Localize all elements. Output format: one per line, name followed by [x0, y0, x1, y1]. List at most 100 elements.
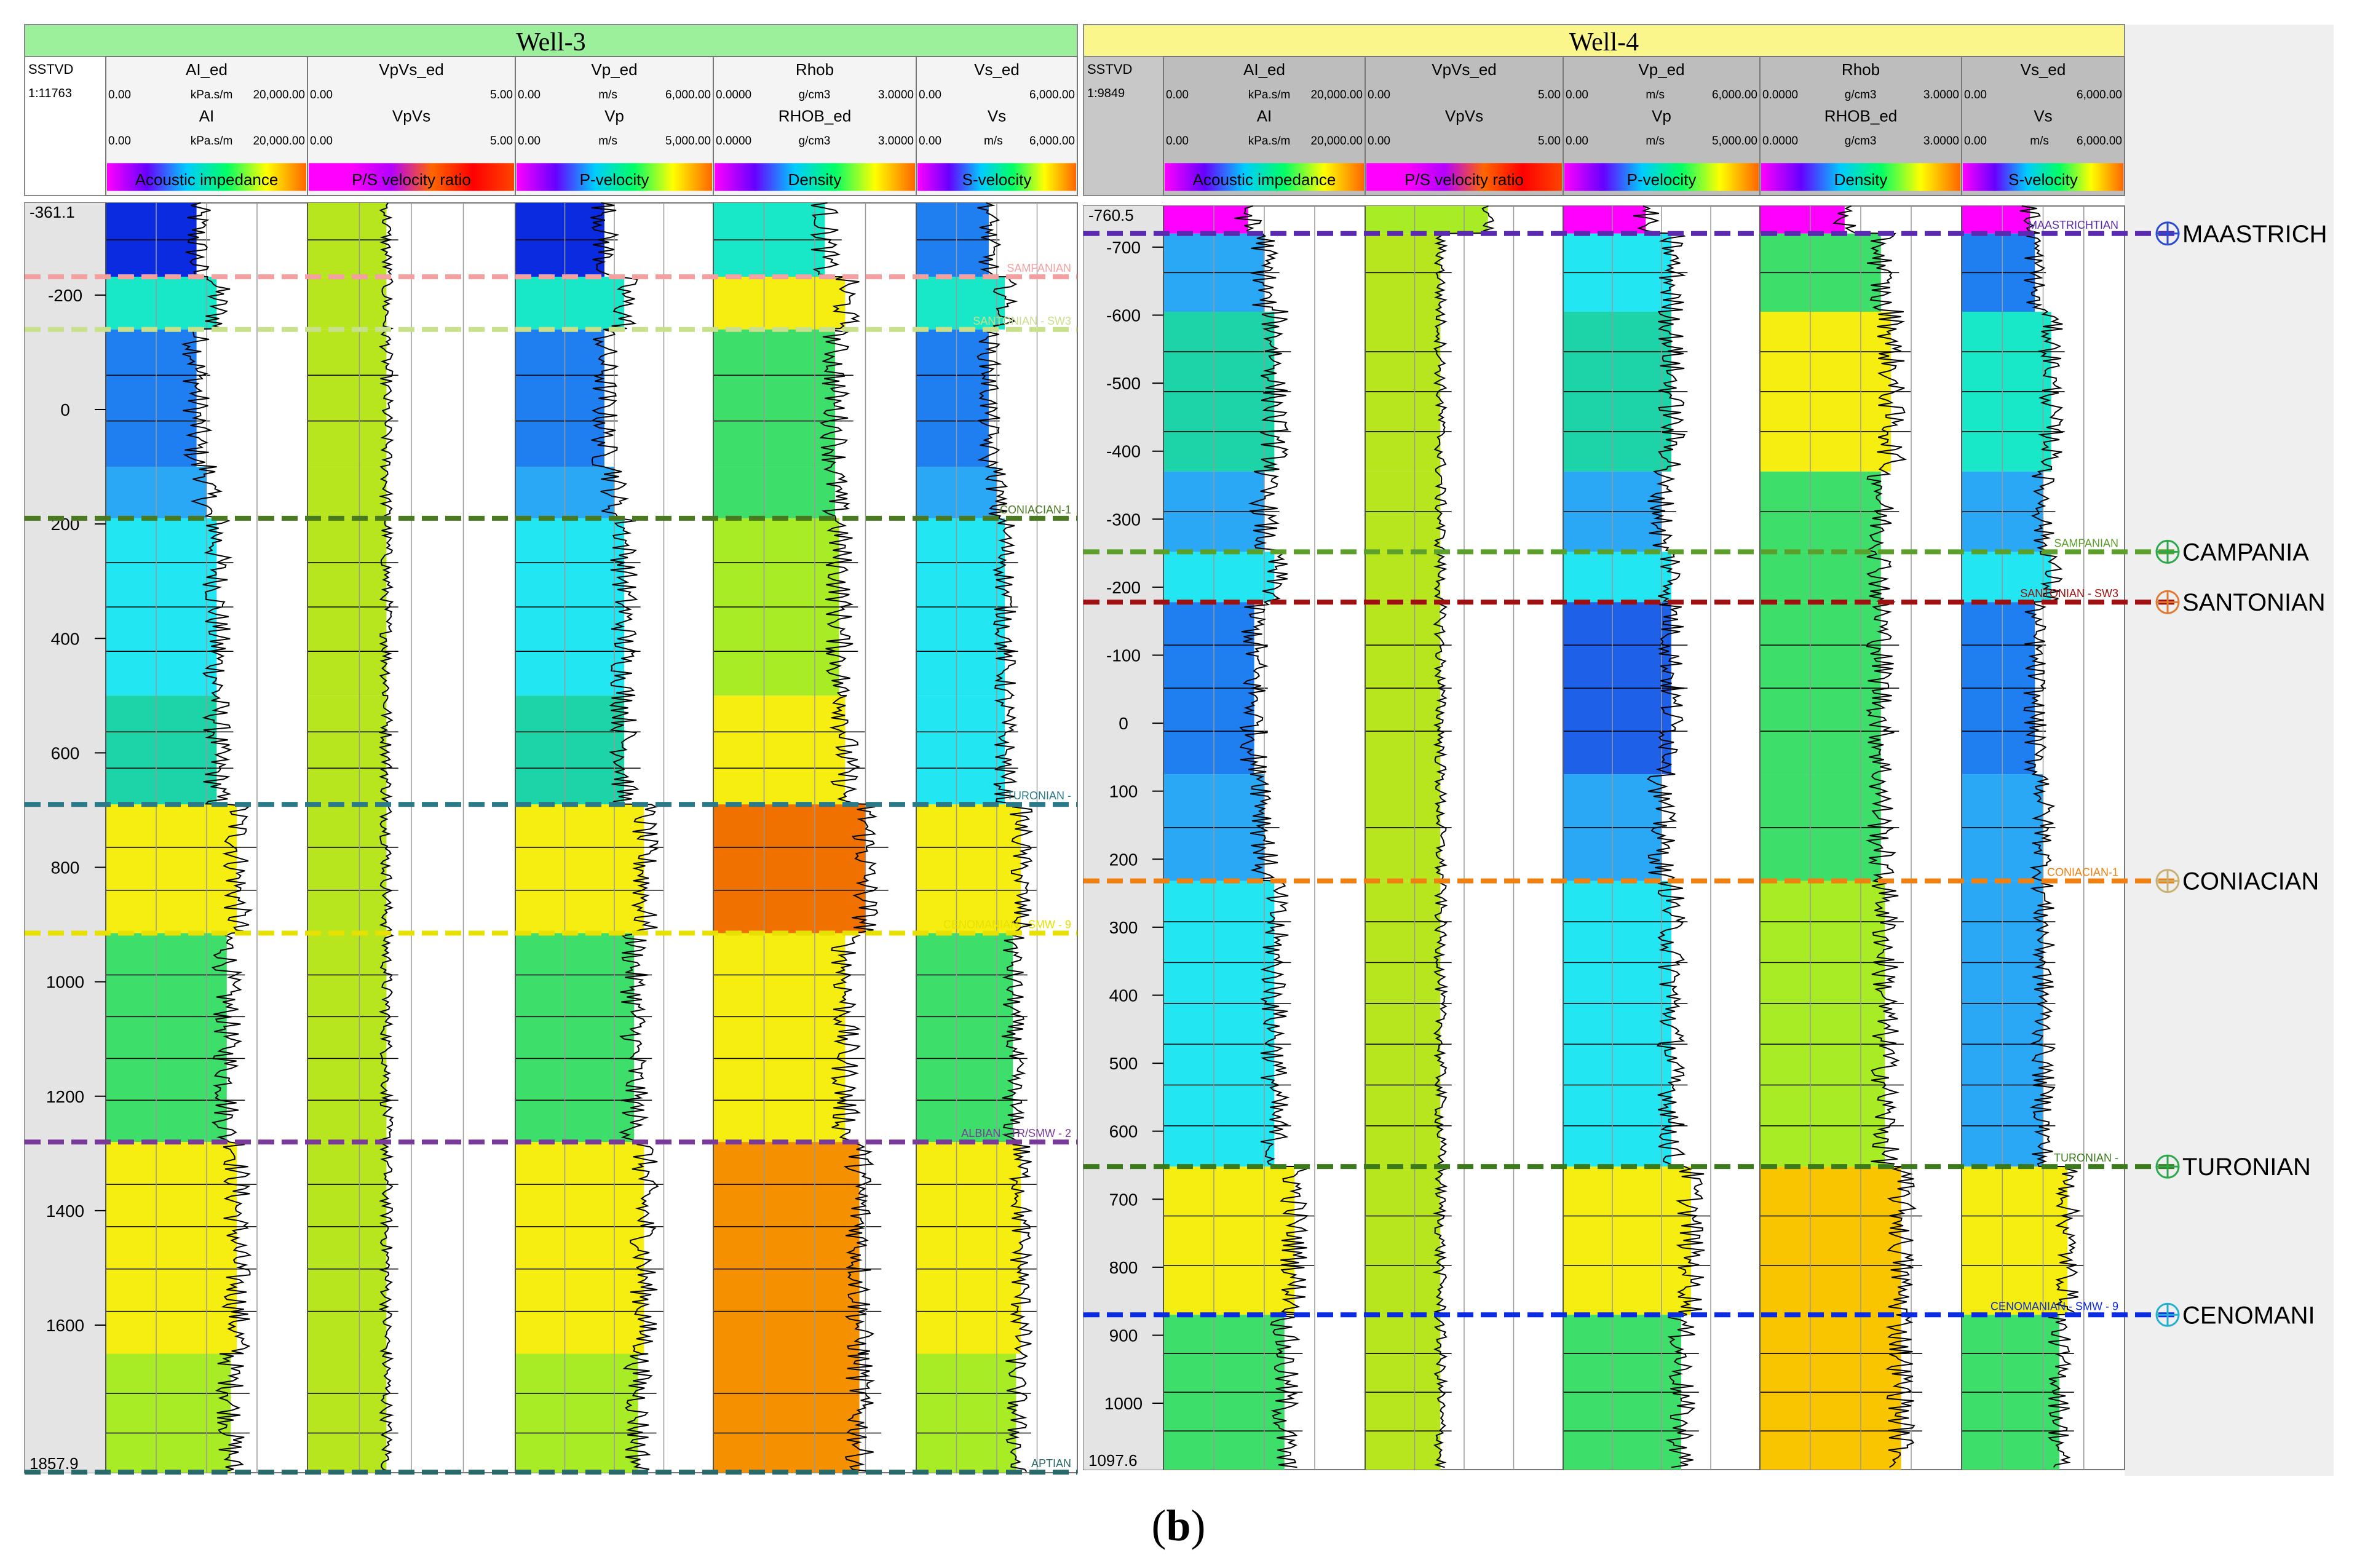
formation-top-label: TURONIAN - — [1007, 790, 1071, 802]
depth-tick-label: 1000 — [46, 973, 84, 992]
depth-tick-label: -200 — [1106, 578, 1141, 597]
color-legend-bar — [1165, 163, 1364, 191]
depth-tick-label: -100 — [1106, 646, 1141, 665]
scale-min: 0.0000 — [1762, 135, 1798, 148]
log-curve-vp_ed — [1633, 205, 1705, 1468]
scale-unit: kPa.s/m — [1248, 89, 1291, 101]
track-name: VpVs_ed — [1432, 60, 1497, 79]
zone-fill — [1563, 881, 1671, 1167]
zone-fill — [515, 695, 625, 805]
depth-tick-label: 700 — [1109, 1190, 1138, 1209]
scale-max: 5.00 — [1538, 135, 1561, 148]
scale-max: 6,000.00 — [1029, 135, 1075, 148]
formation-top-label: MAASTRICHTIAN — [2028, 219, 2118, 231]
scale-unit: kPa.s/m — [1248, 135, 1291, 148]
zone-fill — [1365, 1166, 1441, 1315]
scale-unit: m/s — [984, 135, 1003, 148]
scale-min: 0.0000 — [716, 135, 751, 148]
color-legend-bar — [715, 163, 915, 191]
track-name: AI_ed — [186, 60, 228, 79]
zone-fill — [1563, 1166, 1691, 1315]
log-curve-rhob — [1832, 205, 1917, 1468]
track-name: AI — [199, 106, 215, 125]
depth-tick-label: 600 — [1109, 1122, 1138, 1141]
zone-fill — [713, 1353, 860, 1473]
color-legend-bar — [517, 163, 712, 191]
depth-tick-label: 200 — [1109, 850, 1138, 869]
zone-fill — [916, 695, 1005, 805]
track-name: Vs_ed — [2021, 60, 2066, 79]
zone-fill — [1760, 552, 1881, 603]
formation-top-label: SANTONIAN - SW3 — [2020, 587, 2118, 600]
zone-fill — [307, 467, 387, 518]
color-legend-label: Acoustic impedance — [135, 170, 279, 189]
zone-fill — [1962, 1166, 2068, 1315]
zone-fill — [515, 277, 625, 330]
scale-max: 5,000.00 — [665, 135, 711, 148]
well-log-figure: Well-3 SSTVD 1:11763 AI_ed 0.00 kPa.s/m 20,000… — [24, 24, 2334, 1476]
formation-top-label: CENOMANIAN - SMW - 9 — [1991, 1300, 2118, 1312]
color-legend-bar — [107, 163, 306, 191]
track-name: RHOB_ed — [778, 106, 852, 125]
scale-max: 20,000.00 — [253, 135, 305, 148]
track-name: Vp_ed — [1638, 60, 1684, 79]
depth-tick-label: 0 — [60, 400, 70, 419]
zone-fill — [307, 1353, 387, 1473]
track-name: Vp_ed — [591, 60, 637, 79]
track-name: AI — [1257, 106, 1272, 125]
scale-min: 0.00 — [1368, 135, 1390, 148]
zone-fill — [307, 804, 387, 933]
horizon-marker-label: TURONIAN — [2182, 1154, 2311, 1181]
scale-min: 0.00 — [1368, 89, 1390, 101]
zone-fill — [515, 933, 635, 1142]
depth-tick-label: 1000 — [1104, 1394, 1143, 1413]
scale-unit: m/s — [1646, 135, 1665, 148]
scale-unit: kPa.s/m — [191, 135, 233, 148]
formation-top-label: APTIAN — [1031, 1457, 1071, 1470]
zone-fill — [1163, 881, 1275, 1167]
depth-tick-label: 1400 — [46, 1202, 84, 1221]
depth-tick-label: -700 — [1106, 238, 1141, 257]
zone-fill — [307, 933, 387, 1142]
scale-max: 5.00 — [490, 89, 513, 101]
depth-tick-label: 300 — [1109, 918, 1138, 937]
color-legend-bar — [1366, 163, 1562, 191]
scale-max: 3.0000 — [1923, 89, 1959, 101]
zone-fill — [515, 1142, 644, 1354]
color-legend-label: S-velocity — [962, 170, 1032, 189]
track-name: AI_ed — [1243, 60, 1285, 79]
depth-top-label: -760.5 — [1088, 206, 1134, 224]
zone-fill — [1962, 206, 2030, 234]
scale-max: 5.00 — [1538, 89, 1561, 101]
scale-max: 6,000.00 — [1029, 89, 1075, 101]
zone-fill — [1760, 206, 1845, 234]
color-legend-label: Density — [1834, 170, 1888, 189]
scale-max: 20,000.00 — [253, 89, 305, 101]
zone-fill — [515, 329, 604, 467]
color-legend-label: Density — [788, 170, 842, 189]
depth-header-label: SSTVD — [1087, 61, 1132, 77]
color-legend-label: P/S velocity ratio — [1404, 170, 1524, 189]
scale-unit: g/cm3 — [799, 89, 831, 101]
zone-fill — [307, 1142, 387, 1354]
scale-max: 5.00 — [490, 135, 513, 148]
scale-unit: m/s — [598, 89, 617, 101]
track-name: RHOB_ed — [1824, 106, 1898, 125]
zone-fill — [515, 804, 644, 933]
scale-unit: g/cm3 — [1845, 135, 1877, 148]
horizon-marker-label: CAMPANIA — [2182, 539, 2309, 566]
scale-label: 1:11763 — [28, 87, 72, 100]
zone-fill — [713, 804, 866, 933]
zone-fill — [713, 467, 835, 518]
zone-fill — [1163, 1166, 1295, 1315]
color-legend-bar — [1564, 163, 1759, 191]
scale-max: 6,000.00 — [1712, 89, 1757, 101]
color-legend-bar — [1761, 163, 1960, 191]
figure-caption: (b) — [1151, 1501, 1206, 1550]
zone-fill — [1163, 552, 1275, 603]
log-curve-ai_ed — [1234, 205, 1309, 1468]
track-name: VpVs — [392, 106, 430, 125]
zone-fill — [106, 933, 227, 1142]
scale-unit: m/s — [1646, 89, 1665, 101]
track-name: Vs — [2034, 106, 2052, 125]
